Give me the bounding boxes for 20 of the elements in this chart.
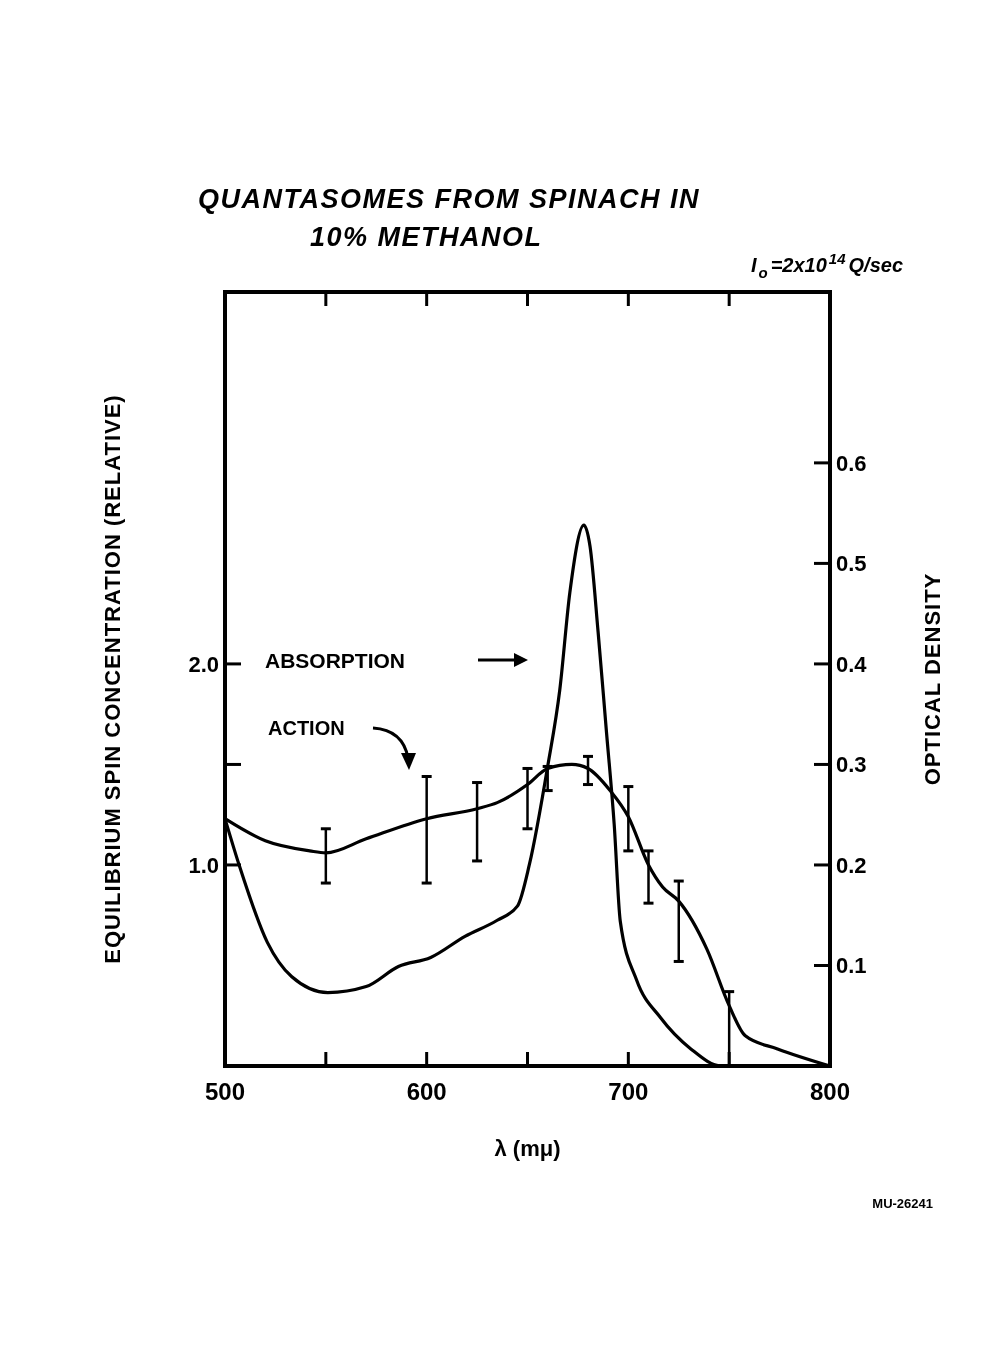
y2-tick-label: 0.6 [836,450,867,476]
x-axis-title: λ (mμ) [494,1136,561,1161]
y-axis-title: EQUILIBRIUM SPIN CONCENTRATION (RELATIVE) [100,394,125,964]
y-tick-label: 1.0 [188,852,219,878]
annotation: ABSORPTION [265,649,406,672]
x-tick-label: 500 [204,1078,246,1105]
y2-axis-title: OPTICAL DENSITY [920,572,945,786]
annotation: ACTION [268,717,345,739]
x-tick-label: 600 [406,1078,447,1105]
x-tick-label: 700 [608,1078,649,1105]
y2-tick-label: 0.3 [836,752,867,778]
y2-tick-label: 0.4 [836,651,868,677]
y2-tick-label: 0.1 [836,953,867,979]
x-tick-label: 800 [809,1078,851,1105]
y2-tick-label: 0.2 [836,852,867,878]
chart-title: QUANTASOMES FROM SPINACH IN 10% METHANOL [198,184,701,252]
y-tick-label: 2.0 [188,651,219,677]
text: I$_{o}$=2x10$^{14}$Q/sec [750,250,903,281]
text: MU-26241 [872,1196,933,1211]
y2-tick-label: 0.5 [836,551,867,577]
